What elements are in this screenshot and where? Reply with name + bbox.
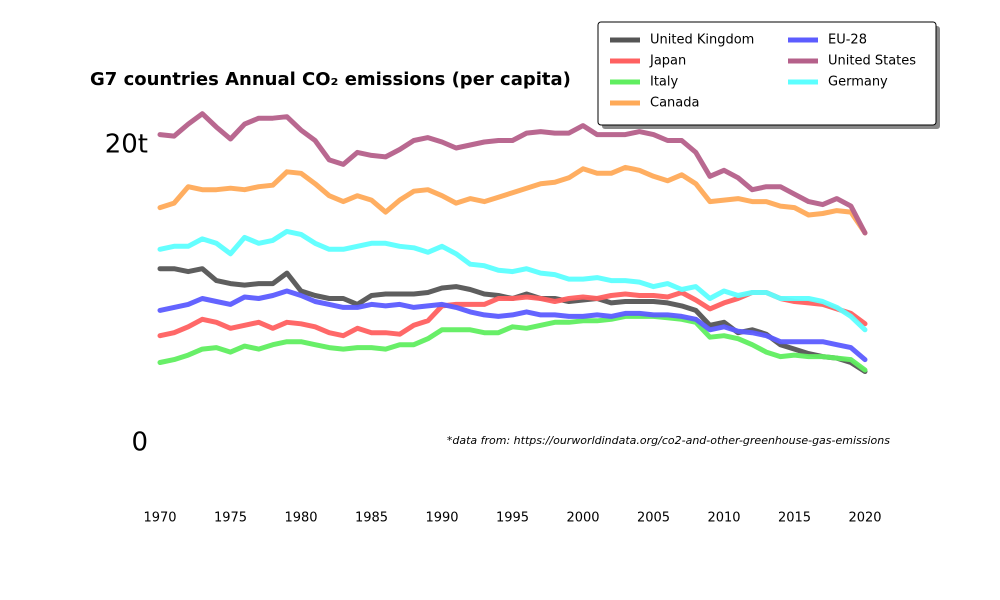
series-line [157, 266, 868, 374]
x-tick-label: 2015 [778, 511, 811, 526]
series-line [157, 164, 868, 236]
annotation: *data from: https://ourworldindata.org/c… [447, 434, 890, 447]
x-tick-label: 1990 [425, 511, 458, 526]
legend: United Kingdom Japan Italy Canada EU-28 Unite… [597, 21, 940, 129]
legend-label: Germany [828, 75, 888, 90]
series-line [157, 228, 868, 333]
series-line [157, 111, 868, 236]
legend-label: EU-28 [828, 33, 867, 48]
x-tick-label: 2020 [848, 511, 881, 526]
x-tick-label: 1975 [214, 511, 247, 526]
x-tick-label: 1970 [143, 511, 176, 526]
x-tick-label: 2005 [637, 511, 670, 526]
series-line [157, 288, 868, 363]
legend-label: Canada [650, 96, 699, 111]
legend-box [597, 21, 937, 126]
y-tick-label: 20t [105, 130, 148, 160]
chart-title: G7 countries Annual CO₂ emissions (per c… [90, 69, 571, 90]
x-tick-label: 1980 [284, 511, 317, 526]
x-tick-label: 1985 [355, 511, 388, 526]
x-tick-label: 2010 [707, 511, 740, 526]
legend-label: United Kingdom [650, 33, 754, 48]
legend-label: Japan [649, 54, 686, 69]
y-tick-label: 0 [131, 428, 148, 458]
series-line [157, 313, 868, 373]
x-tick-label: 2000 [566, 511, 599, 526]
legend-label: United States [828, 54, 916, 69]
x-tick-label: 1995 [496, 511, 529, 526]
legend-label: Italy [650, 75, 679, 90]
